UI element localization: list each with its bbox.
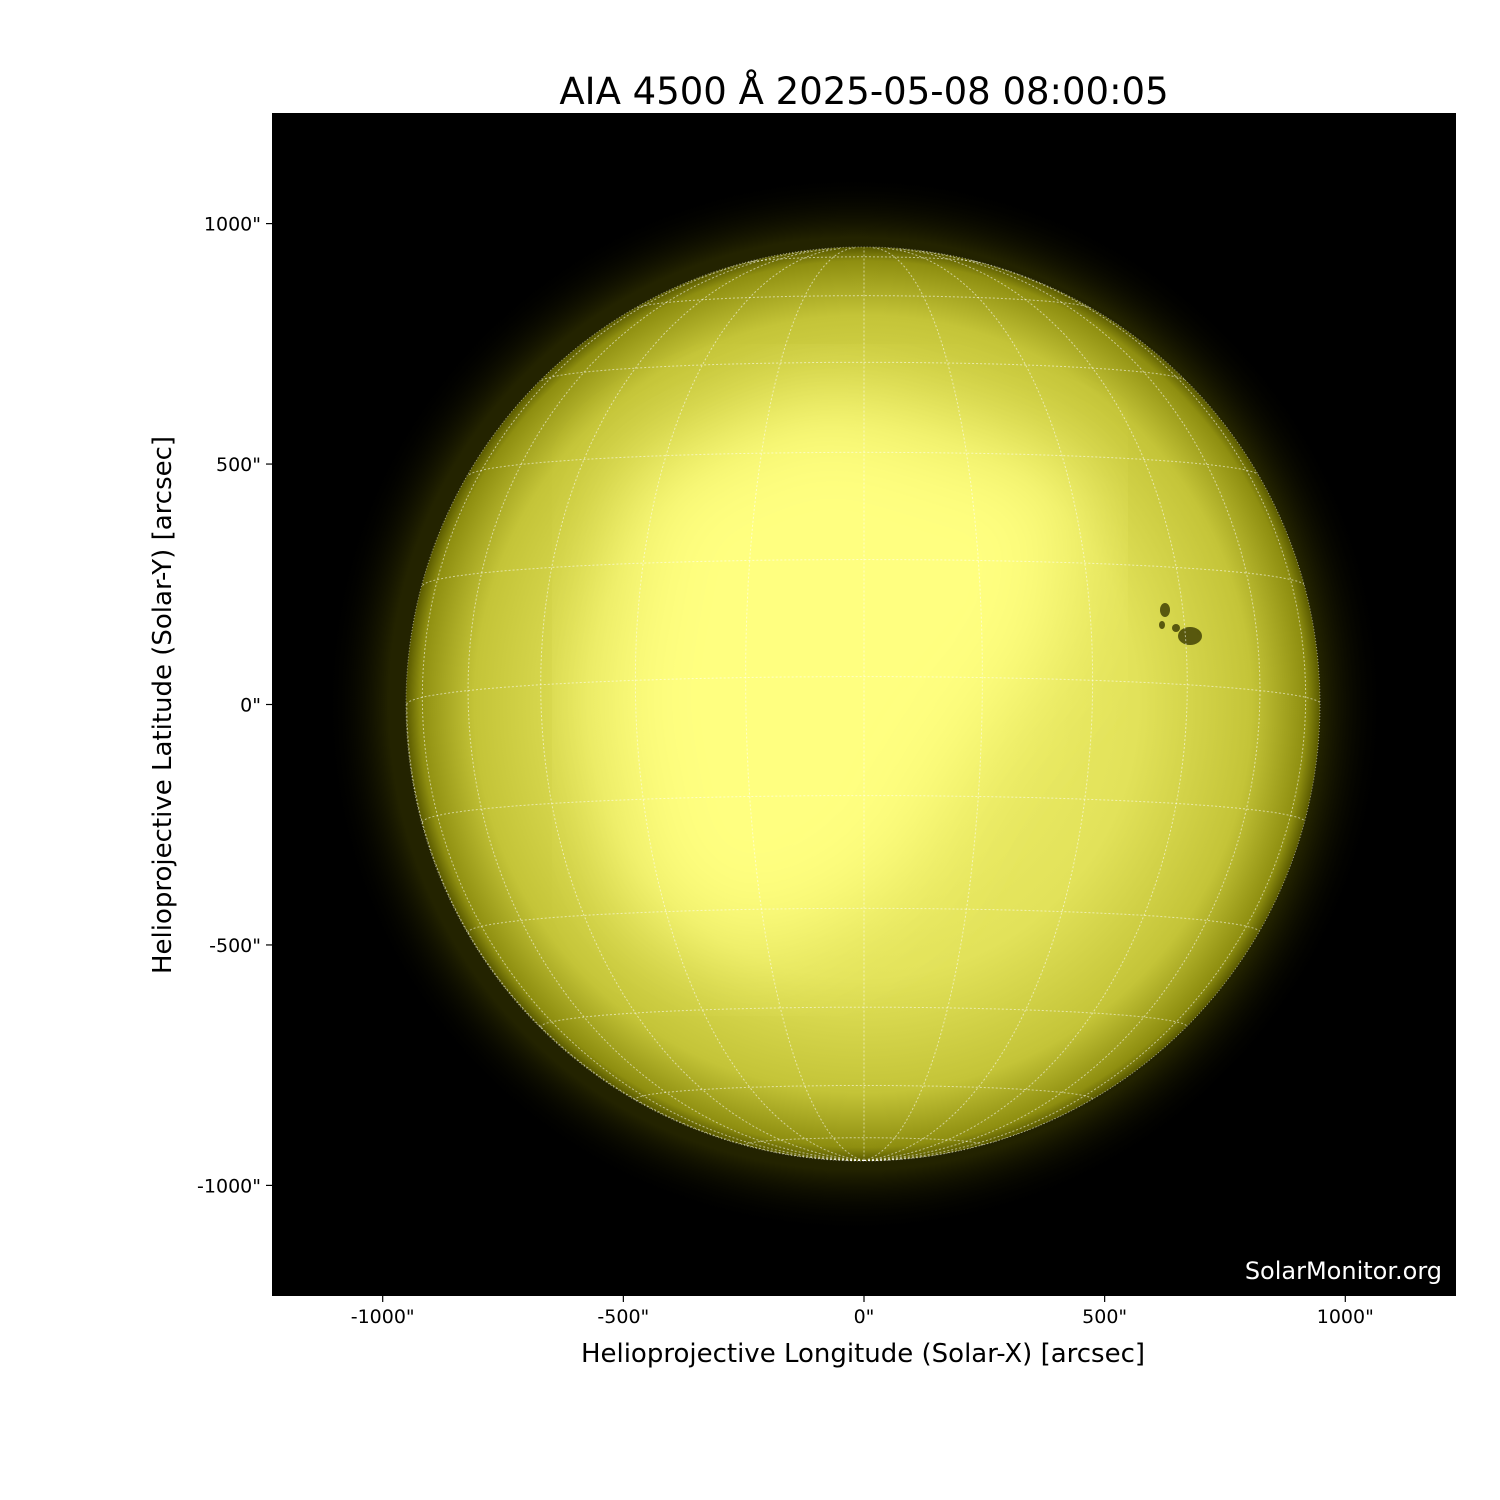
x-tick-label: 0" [854,1306,875,1328]
grid-line [540,248,865,1161]
x-tick-label: -500" [597,1306,649,1328]
watermark: SolarMonitor.org [1245,1257,1442,1285]
y-tick-label: -1000" [197,1175,261,1197]
grid-line [422,558,1306,586]
grid-line [467,250,865,1161]
limb-outline [405,246,1321,1162]
grid-line [634,1085,1094,1102]
x-tick-label: -1000" [351,1306,415,1328]
y-tick-label: 1000" [204,214,261,236]
grid-line [421,259,865,1161]
grid-line [863,259,1307,1161]
grid-line [634,248,865,1161]
grid-line [863,250,1261,1161]
grid-line [863,248,1188,1161]
grid-line [468,451,1260,476]
y-tick-label: -500" [209,935,261,957]
y-tick-label: 0" [240,695,261,717]
grid-line [863,1160,869,1161]
chart-title: AIA 4500 Å 2025-05-08 08:00:05 [559,69,1168,113]
x-axis-label: Helioprojective Longitude (Solar-X) [arc… [581,1339,1145,1369]
x-tick-label: 1000" [1317,1306,1374,1328]
grid-line [745,247,865,1161]
y-axis-label: Helioprojective Latitude (Solar-Y) [arcs… [148,436,178,974]
sunspot-group [1159,603,1202,645]
grid-line [406,676,1320,705]
grid-line [421,795,1307,823]
grid-line [745,1137,983,1147]
grid-line [863,247,983,1161]
grid-line [541,361,1187,382]
bright-band [600,400,1080,960]
grid-line [637,295,1091,309]
grid-line [863,248,1094,1161]
y-tick-label: 500" [216,454,261,476]
x-tick-label: 500" [1082,1306,1127,1328]
